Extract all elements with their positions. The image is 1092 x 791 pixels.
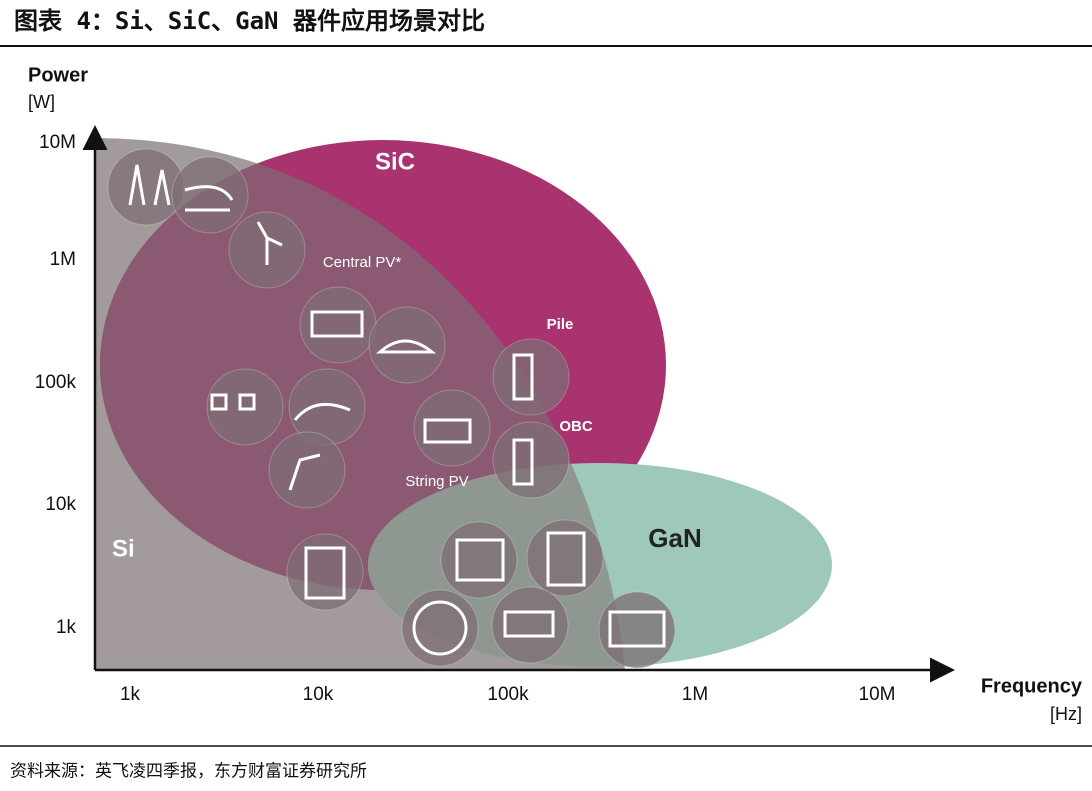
x-tick-label: 100k — [487, 684, 529, 705]
x-tick-label: 1M — [682, 684, 708, 705]
y-tick-label: 100k — [35, 372, 77, 393]
y-axis-title: Power — [28, 64, 88, 86]
y-tick-label: 1k — [56, 617, 77, 638]
y-tick-label: 1M — [50, 249, 76, 270]
x-tick-label: 1k — [120, 684, 141, 705]
icon-glyphs — [128, 164, 666, 656]
source-note: 资料来源：英飞凌四季报，东方财富证券研究所 — [10, 761, 367, 780]
y-tick-label: 10M — [39, 132, 76, 153]
region-label: GaN — [648, 523, 701, 553]
annotation: Pile — [547, 316, 574, 333]
x-axis-title: Frequency — [981, 675, 1083, 697]
y-tick-label: 10k — [45, 494, 76, 515]
region-label: Si — [112, 535, 135, 562]
annotation: OBC — [559, 418, 593, 435]
annotation: Central PV* — [323, 254, 402, 271]
x-tick-label: 10M — [859, 684, 896, 705]
x-axis-unit: [Hz] — [1050, 704, 1082, 724]
x-tick-label: 10k — [303, 684, 334, 705]
y-axis-unit: [W] — [28, 92, 55, 112]
annotation: String PV — [405, 473, 468, 490]
figure-title: 图表 4：Si、SiC、GaN 器件应用场景对比 — [14, 7, 485, 35]
region-label: SiC — [375, 148, 415, 175]
